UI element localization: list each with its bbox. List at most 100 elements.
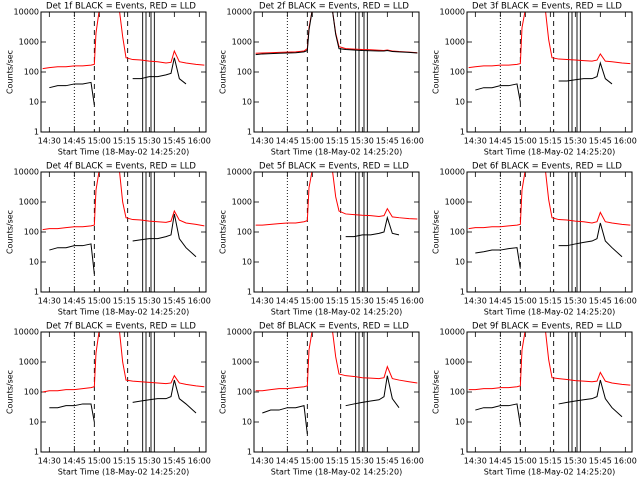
plot-frame [466, 11, 633, 133]
x-tick-label: 15:00 [514, 297, 537, 306]
series-line [49, 81, 95, 105]
x-tick-label: 15:45 [589, 457, 612, 466]
x-tick-label: 15:30 [564, 137, 587, 146]
y-tick-label: 1 [247, 288, 252, 297]
x-tick-label: 16:00 [614, 457, 637, 466]
series-line [558, 222, 623, 258]
plot-frame [253, 171, 420, 293]
x-tick-label: 16:00 [188, 457, 211, 466]
x-tick-label: 15:30 [351, 297, 374, 306]
x-tick-label: 15:45 [163, 457, 186, 466]
x-axis-label: Start Time (18-May-02 14:25:20) [58, 468, 189, 477]
x-tick-label: 14:45 [63, 137, 86, 146]
x-tick-label: 16:00 [401, 137, 424, 146]
series-line [468, 172, 631, 230]
series-line [132, 57, 187, 85]
x-tick-label: 14:45 [489, 137, 512, 146]
x-tick-label: 14:30 [251, 457, 274, 466]
y-axis-label: Counts/sec [6, 210, 15, 254]
y-tick-label: 100 [24, 228, 39, 237]
x-tick-label: 15:45 [376, 137, 399, 146]
plot-area [255, 172, 418, 292]
panel-title: Det 5f BLACK = Events, RED = LLD [259, 162, 409, 172]
y-tick-label: 10 [242, 98, 252, 107]
x-tick-label: 14:30 [251, 297, 274, 306]
x-tick-label: 16:00 [401, 457, 424, 466]
x-axis-label: Start Time (18-May-02 14:25:20) [484, 308, 615, 317]
panel-title: Det 9f BLACK = Events, RED = LLD [472, 322, 622, 332]
x-tick-label: 15:00 [301, 137, 324, 146]
y-tick-label: 1 [460, 288, 465, 297]
x-tick-label: 15:00 [514, 137, 537, 146]
series-line [42, 332, 205, 393]
series-line [345, 215, 400, 238]
y-tick-label: 10 [242, 418, 252, 427]
x-tick-label: 15:15 [113, 297, 136, 306]
x-tick-label: 14:45 [276, 297, 299, 306]
series-line [475, 83, 521, 103]
x-tick-label: 16:00 [188, 297, 211, 306]
panel-title: Det 1f BLACK = Events, RED = LLD [46, 2, 196, 12]
x-tick-label: 14:45 [63, 297, 86, 306]
x-tick-label: 14:45 [276, 137, 299, 146]
y-tick-label: 1 [34, 288, 39, 297]
series-line [255, 12, 418, 54]
plot-area [255, 12, 418, 132]
x-tick-label: 15:15 [326, 457, 349, 466]
series-line [475, 247, 521, 269]
x-tick-label: 15:15 [113, 457, 136, 466]
y-tick-label: 1000 [232, 38, 252, 47]
y-axis-label: Counts/sec [432, 50, 441, 94]
x-tick-label: 14:45 [489, 297, 512, 306]
plot-frame [253, 11, 420, 133]
plot-frame [40, 171, 207, 293]
x-tick-label: 15:45 [376, 457, 399, 466]
x-tick-label: 14:30 [38, 137, 61, 146]
plot-area [468, 12, 631, 132]
x-tick-label: 15:30 [564, 457, 587, 466]
x-axis-label: Start Time (18-May-02 14:25:20) [271, 468, 402, 477]
y-axis-label: Counts/sec [432, 210, 441, 254]
x-tick-label: 15:15 [539, 297, 562, 306]
y-tick-label: 10 [29, 98, 39, 107]
x-tick-label: 15:15 [539, 137, 562, 146]
panel: Det 4f BLACK = Events, RED = LLD Start Ti… [6, 162, 211, 317]
y-tick-label: 100 [237, 388, 252, 397]
y-tick-label: 100 [24, 68, 39, 77]
x-tick-label: 15:00 [514, 457, 537, 466]
y-tick-label: 100 [24, 388, 39, 397]
x-tick-label: 15:00 [88, 457, 111, 466]
plot-area [468, 332, 631, 452]
x-tick-label: 15:45 [163, 137, 186, 146]
y-tick-label: 10000 [227, 8, 252, 17]
y-tick-label: 10 [242, 258, 252, 267]
panel: Det 7f BLACK = Events, RED = LLD Start Ti… [6, 322, 211, 477]
plot-frame [40, 11, 207, 133]
series-line [255, 332, 418, 392]
series-line [49, 403, 95, 423]
panel-title: Det 6f BLACK = Events, RED = LLD [472, 162, 622, 172]
y-tick-label: 1000 [19, 38, 39, 47]
y-tick-label: 10000 [440, 8, 465, 17]
x-tick-label: 14:30 [38, 297, 61, 306]
x-tick-label: 15:15 [113, 137, 136, 146]
y-tick-label: 10000 [227, 168, 252, 177]
plot-frame [466, 331, 633, 453]
y-axis-label: Counts/sec [6, 370, 15, 414]
series-line [132, 213, 197, 258]
y-tick-label: 10 [29, 258, 39, 267]
x-tick-label: 15:45 [376, 297, 399, 306]
plot-area [42, 332, 205, 452]
series-line [468, 12, 631, 69]
y-tick-label: 1000 [232, 198, 252, 207]
panel: Det 6f BLACK = Events, RED = LLD Start Ti… [432, 162, 637, 317]
x-tick-label: 16:00 [401, 297, 424, 306]
y-tick-label: 1000 [445, 198, 465, 207]
y-tick-label: 10 [455, 418, 465, 427]
panel: Det 2f BLACK = Events, RED = LLD Start Ti… [219, 2, 424, 157]
y-tick-label: 10000 [227, 328, 252, 337]
y-tick-label: 100 [450, 388, 465, 397]
y-axis-label: Counts/sec [219, 210, 228, 254]
x-tick-label: 16:00 [188, 137, 211, 146]
